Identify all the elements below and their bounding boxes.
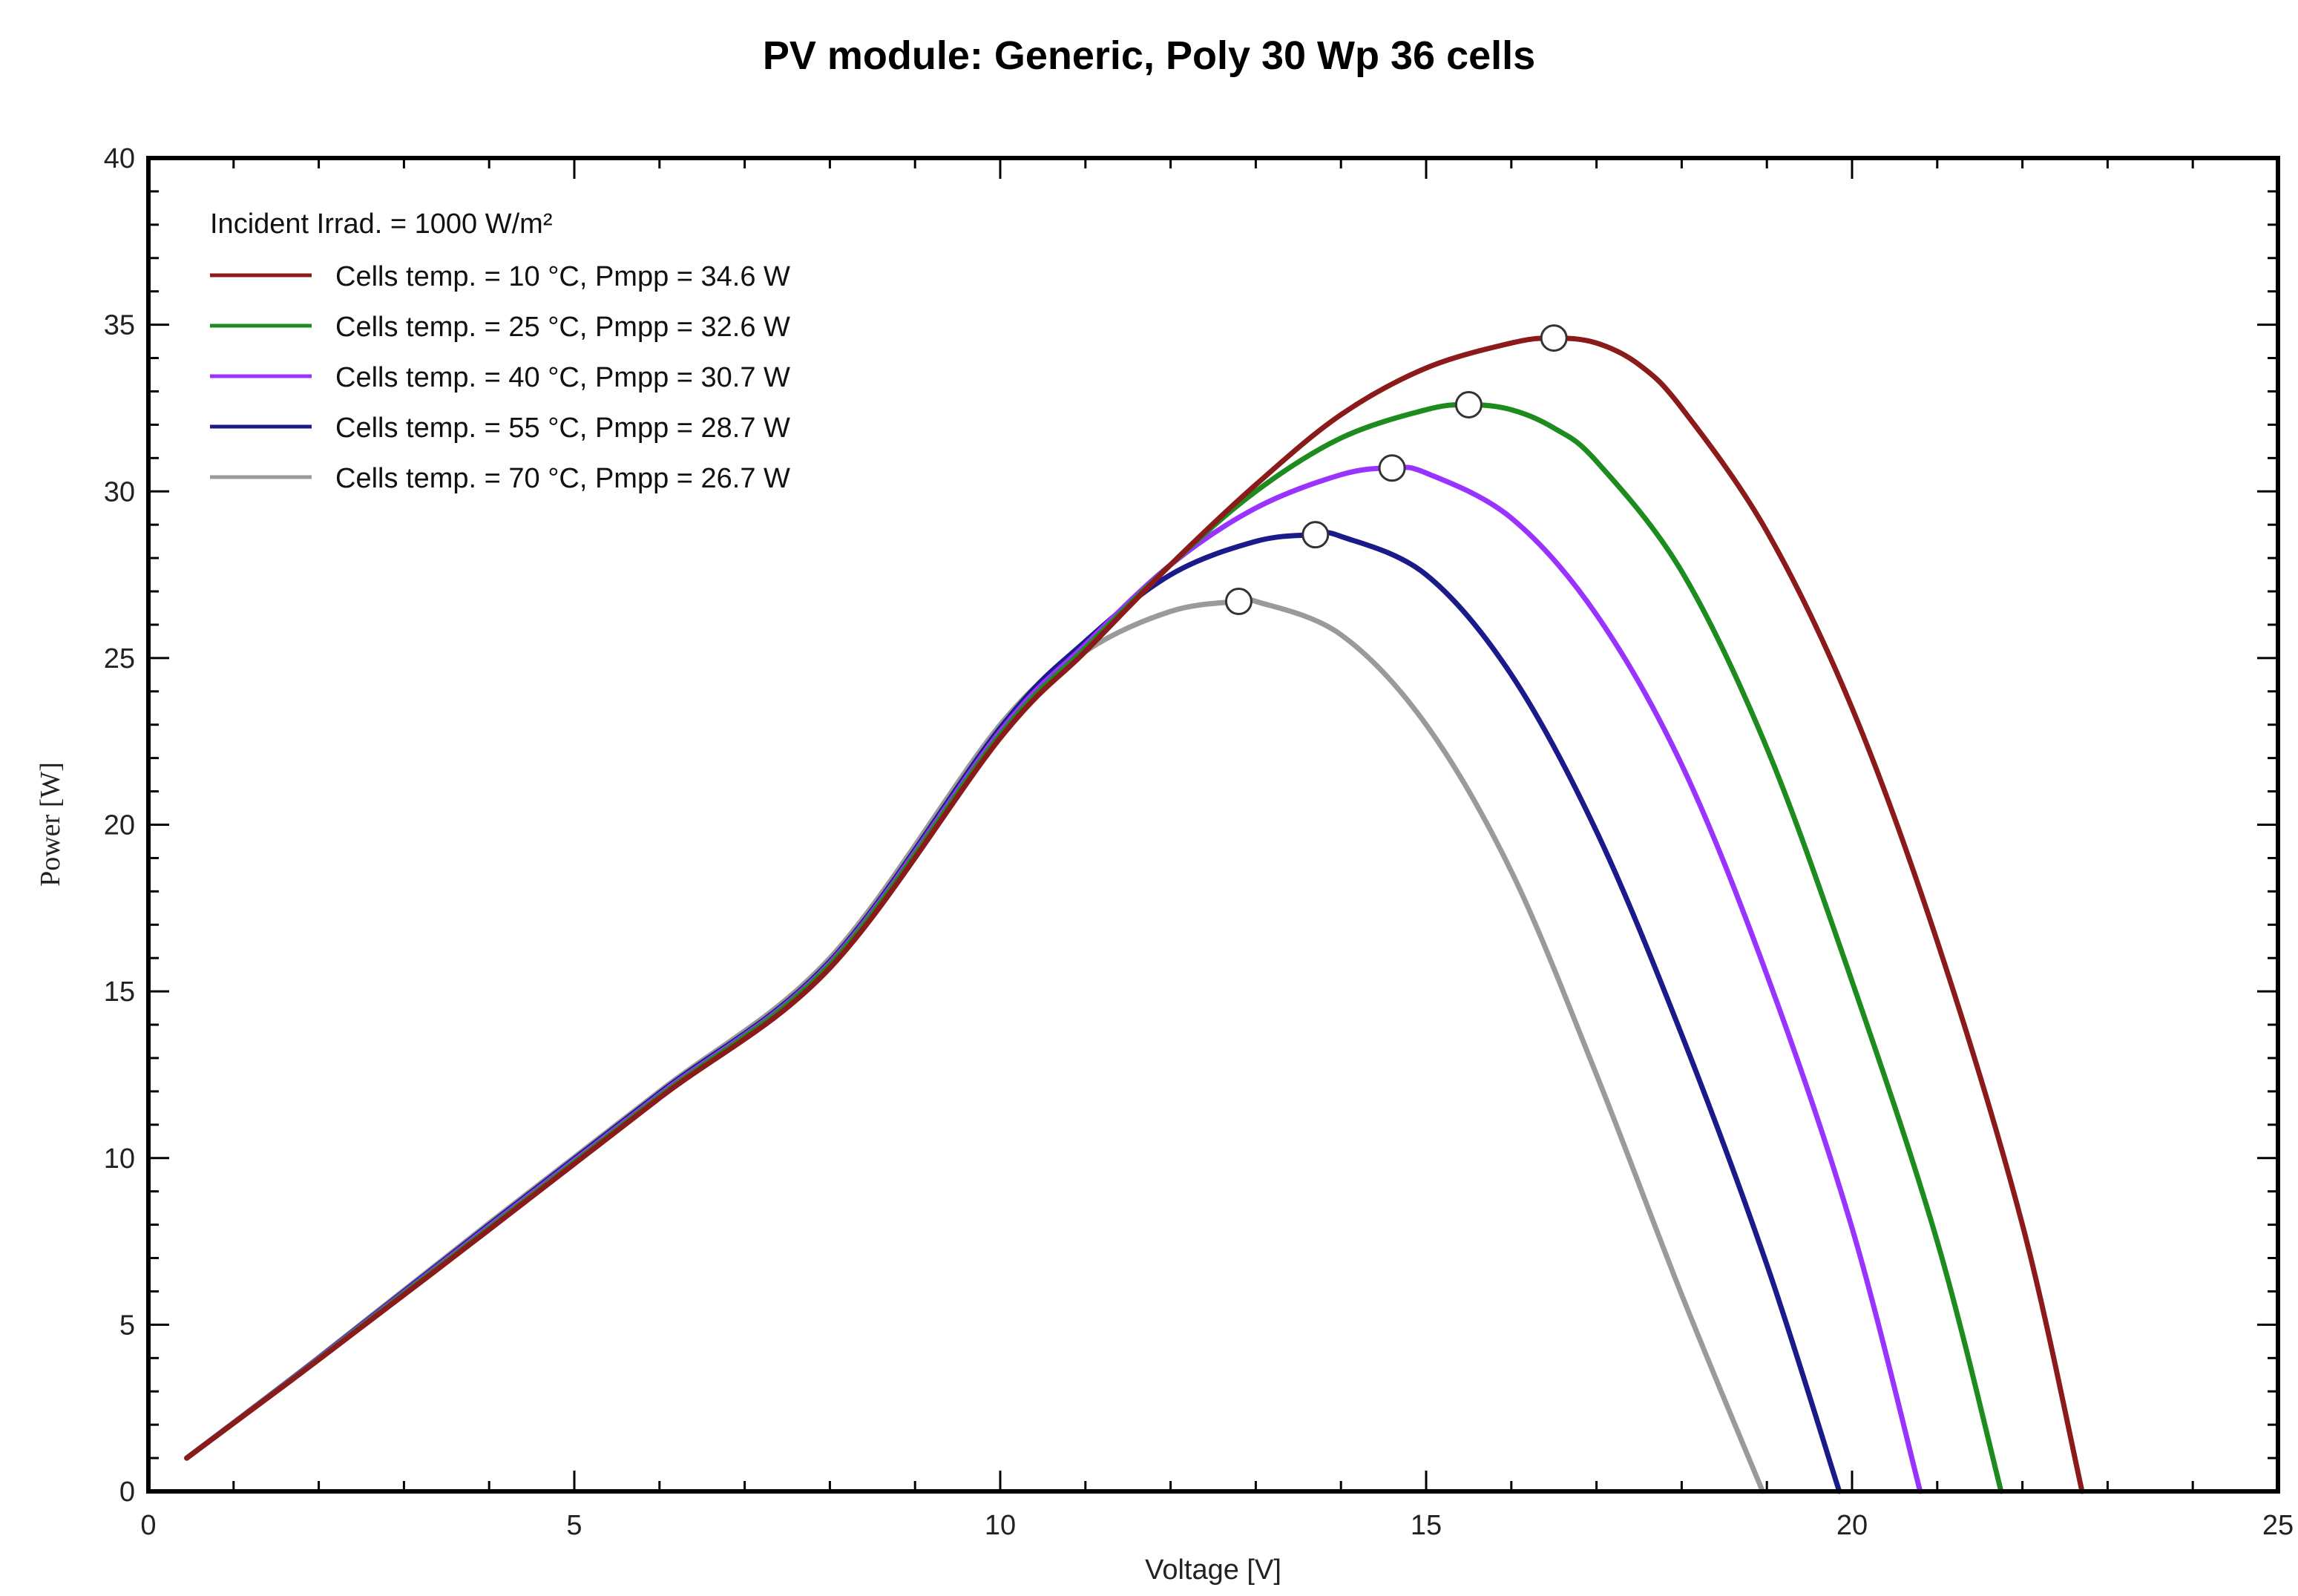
mpp-marker-3: [1301, 521, 1330, 549]
y-tick-label: 10: [104, 1143, 135, 1175]
legend-header: Incident Irrad. = 1000 W/m²: [210, 208, 552, 240]
chart-title: PV module: Generic, Poly 30 Wp 36 cells: [762, 33, 1536, 78]
y-tick-label: 15: [104, 976, 135, 1008]
mpp-marker-0: [1540, 324, 1568, 352]
legend-label-2: Cells temp. = 40 °C, Pmpp = 30.7 W: [335, 362, 790, 393]
legend-label-3: Cells temp. = 55 °C, Pmpp = 28.7 W: [335, 413, 790, 444]
x-tick-label: 20: [1836, 1510, 1868, 1541]
y-tick-label: 35: [104, 310, 135, 341]
legend-label-4: Cells temp. = 70 °C, Pmpp = 26.7 W: [335, 463, 790, 494]
legend: Incident Irrad. = 1000 W/m² Cells temp. …: [210, 208, 790, 494]
y-tick-label: 25: [104, 643, 135, 674]
y-tick-label: 40: [104, 143, 135, 174]
axis-ticks: [147, 157, 2279, 1493]
y-tick-label: 30: [104, 476, 135, 508]
tick-labels: 0 5 10 15 20 25 0 5 10 15 20 25 30 35 40: [104, 143, 2294, 1541]
series-lines: [184, 335, 2085, 1494]
x-tick-label: 10: [985, 1510, 1016, 1541]
y-tick-label: 20: [104, 810, 135, 841]
x-tick-label: 15: [1411, 1510, 1442, 1541]
x-tick-label: 5: [566, 1510, 582, 1541]
legend-label-0: Cells temp. = 10 °C, Pmpp = 34.6 W: [335, 261, 790, 292]
mpp-markers: [1224, 324, 1568, 616]
x-axis-label: Voltage [V]: [1145, 1554, 1281, 1586]
series-line-1: [184, 401, 2004, 1494]
x-tick-label: 0: [140, 1510, 156, 1541]
y-tick-label: 5: [119, 1310, 135, 1341]
y-tick-label: 0: [119, 1477, 135, 1508]
series-line-4: [184, 596, 1765, 1494]
plot-frame: [146, 156, 2280, 1494]
series-line-3: [184, 530, 1842, 1494]
mpp-marker-2: [1378, 454, 1406, 482]
series-line-0: [184, 335, 2085, 1494]
mpp-marker-1: [1454, 390, 1483, 418]
mpp-marker-4: [1224, 588, 1253, 616]
x-tick-label: 25: [2262, 1510, 2294, 1541]
y-axis-label: Power [W]: [35, 762, 66, 887]
legend-label-1: Cells temp. = 25 °C, Pmpp = 32.6 W: [335, 312, 790, 343]
